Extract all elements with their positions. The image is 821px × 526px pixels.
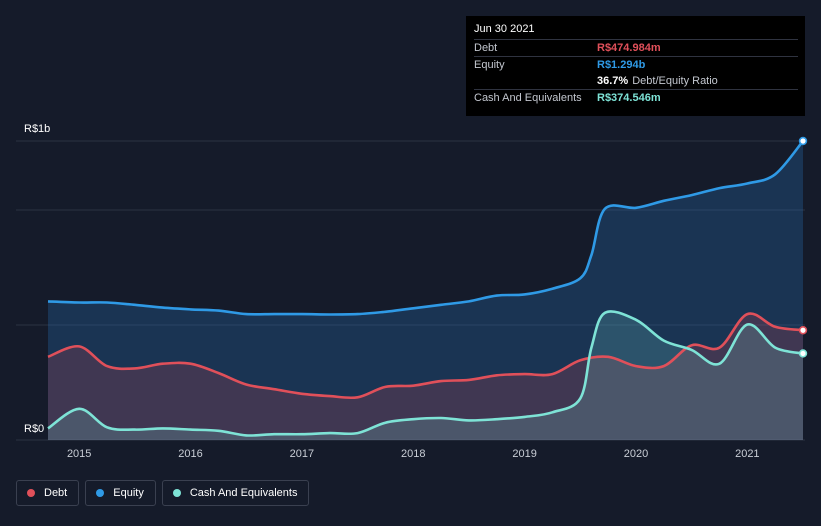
x-tick-2019: 2019 [512, 448, 536, 460]
x-tick-2015: 2015 [67, 448, 91, 460]
line-equity [47, 140, 805, 316]
legend-label-debt: Debt [44, 487, 68, 499]
tooltip-row-ratio: 36.7% Debt/Equity Ratio [474, 73, 798, 89]
x-axis-ticks: 2015 2016 2017 2018 2019 2020 2021 [67, 448, 760, 460]
tooltip-row-equity: Equity R$1.294b [474, 56, 798, 73]
tooltip-equity-label: Equity [474, 59, 505, 71]
line-cash [47, 310, 804, 437]
tooltip-cash-value: R$374.546m [597, 92, 661, 104]
x-tick-2016: 2016 [178, 448, 202, 460]
y-tick-r0: R$0 [24, 423, 44, 435]
tooltip: Jun 30 2021 Debt R$474.984m Equity R$1.2… [466, 16, 805, 116]
tooltip-debt-label: Debt [474, 42, 498, 54]
end-point-equity [798, 136, 808, 146]
end-markers [798, 136, 808, 358]
area-equity [48, 141, 803, 440]
legend-label-equity: Equity [113, 487, 144, 499]
tooltip-row-cash: Cash And Equivalents R$374.546m [474, 89, 798, 106]
tooltip-row-debt: Debt R$474.984m [474, 39, 798, 56]
area-debt [48, 313, 803, 440]
tooltip-ratio-label: Debt/Equity Ratio [632, 75, 718, 87]
legend-item-cash[interactable]: Cash And Equivalents [161, 480, 310, 506]
x-tick-2018: 2018 [401, 448, 425, 460]
tooltip-debt-value: R$474.984m [597, 42, 661, 54]
end-point-debt [798, 326, 808, 335]
line-debt [47, 312, 804, 400]
legend-item-equity[interactable]: Equity [85, 480, 156, 506]
grid [16, 140, 805, 441]
legend-label-cash: Cash And Equivalents [189, 487, 298, 499]
x-tick-2017: 2017 [290, 448, 314, 460]
chart-canvas: 2015 2016 2017 2018 2019 2020 2021 R$1b R$0 [16, 123, 808, 460]
x-tick-2021: 2021 [735, 448, 759, 460]
cash-dot-icon [172, 489, 181, 497]
series-areas [48, 141, 803, 440]
y-axis-ticks: R$1b R$0 [24, 123, 50, 435]
legend: Debt Equity Cash And Equivalents [16, 480, 310, 506]
y-tick-r1b: R$1b [24, 123, 50, 135]
equity-dot-icon [96, 489, 105, 497]
tooltip-cash-label: Cash And Equivalents [474, 92, 582, 104]
tooltip-date: Jun 30 2021 [474, 23, 535, 35]
x-tick-2020: 2020 [624, 448, 648, 460]
series-lines [47, 140, 805, 437]
legend-item-debt[interactable]: Debt [16, 480, 80, 506]
tooltip-ratio-value: 36.7% [597, 75, 629, 87]
tooltip-equity-value: R$1.294b [597, 59, 646, 71]
debt-dot-icon [27, 489, 35, 497]
end-point-cash [798, 349, 808, 358]
area-cash [48, 311, 803, 440]
